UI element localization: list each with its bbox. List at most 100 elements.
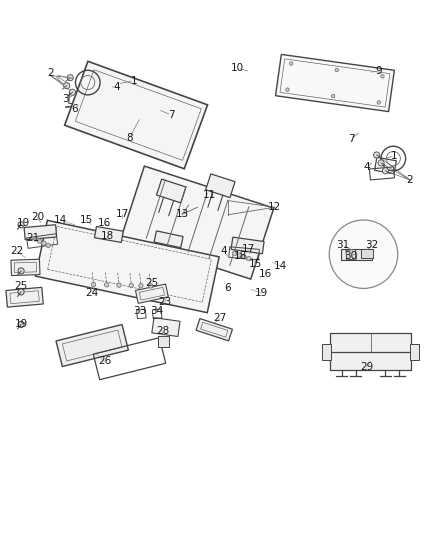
Polygon shape	[64, 61, 207, 169]
Text: 25: 25	[145, 278, 158, 288]
Text: 6: 6	[71, 104, 78, 115]
Circle shape	[328, 220, 397, 288]
Polygon shape	[94, 227, 123, 243]
Polygon shape	[329, 352, 410, 370]
Text: 24: 24	[85, 288, 99, 298]
Polygon shape	[6, 287, 43, 307]
Text: 28: 28	[155, 327, 169, 336]
Text: 29: 29	[359, 361, 372, 372]
Circle shape	[148, 284, 152, 288]
Circle shape	[334, 68, 338, 72]
Text: 1: 1	[130, 76, 137, 86]
Text: 4: 4	[220, 246, 227, 256]
Text: 33: 33	[133, 306, 146, 316]
Text: 14: 14	[273, 261, 286, 271]
Circle shape	[138, 284, 143, 288]
Polygon shape	[329, 333, 410, 356]
Text: 14: 14	[54, 214, 67, 224]
Circle shape	[18, 268, 24, 274]
Circle shape	[285, 88, 289, 91]
Polygon shape	[24, 225, 57, 240]
Polygon shape	[11, 259, 40, 276]
Circle shape	[34, 237, 38, 241]
Text: 15: 15	[248, 259, 261, 269]
Polygon shape	[340, 248, 371, 260]
Text: 1: 1	[390, 151, 397, 161]
Circle shape	[69, 89, 75, 95]
Circle shape	[104, 282, 109, 287]
Text: 25: 25	[14, 281, 28, 291]
Circle shape	[64, 83, 70, 88]
Text: 2: 2	[406, 175, 413, 184]
Polygon shape	[135, 284, 168, 303]
Text: 7: 7	[167, 110, 174, 120]
Text: 9: 9	[374, 66, 381, 76]
Text: 23: 23	[158, 297, 171, 306]
Circle shape	[18, 289, 24, 295]
Text: 18: 18	[233, 251, 247, 261]
Polygon shape	[275, 54, 393, 111]
Text: 17: 17	[241, 244, 254, 254]
Circle shape	[289, 62, 292, 66]
Polygon shape	[345, 249, 356, 260]
Text: 30: 30	[343, 251, 356, 261]
Text: 10: 10	[230, 63, 243, 73]
Text: 21: 21	[26, 232, 39, 243]
Text: 19: 19	[254, 288, 268, 298]
Text: 20: 20	[31, 212, 44, 222]
Polygon shape	[321, 344, 331, 360]
Circle shape	[241, 255, 246, 259]
Text: 4: 4	[363, 162, 370, 172]
Text: 11: 11	[203, 190, 216, 200]
Circle shape	[237, 253, 241, 257]
Circle shape	[117, 283, 121, 287]
Circle shape	[46, 243, 50, 248]
Text: 3: 3	[62, 94, 69, 104]
Circle shape	[373, 152, 379, 158]
Circle shape	[18, 222, 24, 228]
Text: 12: 12	[268, 202, 281, 212]
Text: 7: 7	[347, 134, 354, 144]
Text: 13: 13	[175, 209, 188, 219]
Circle shape	[381, 168, 388, 174]
Text: 6: 6	[223, 284, 230, 294]
Text: 31: 31	[335, 240, 348, 251]
Polygon shape	[35, 220, 219, 313]
Circle shape	[232, 251, 236, 255]
Polygon shape	[205, 174, 234, 198]
Circle shape	[129, 283, 133, 288]
Text: 17: 17	[116, 209, 129, 219]
Polygon shape	[230, 237, 264, 254]
Text: 19: 19	[14, 319, 28, 329]
Circle shape	[42, 241, 46, 245]
Text: 4: 4	[113, 82, 120, 92]
Polygon shape	[360, 249, 372, 258]
Text: 32: 32	[365, 240, 378, 251]
Circle shape	[380, 75, 383, 78]
Circle shape	[37, 239, 42, 243]
Circle shape	[377, 160, 383, 166]
Circle shape	[246, 256, 251, 261]
Polygon shape	[196, 319, 232, 341]
Polygon shape	[409, 344, 418, 360]
Polygon shape	[154, 231, 183, 248]
Circle shape	[67, 75, 73, 81]
Text: 34: 34	[150, 306, 163, 316]
Text: 27: 27	[212, 313, 226, 324]
Polygon shape	[152, 318, 180, 336]
Text: 26: 26	[98, 356, 111, 366]
Text: 16: 16	[258, 269, 271, 279]
Text: 8: 8	[126, 133, 133, 143]
Circle shape	[376, 101, 380, 104]
Circle shape	[91, 282, 95, 287]
Circle shape	[331, 94, 334, 98]
Polygon shape	[121, 166, 273, 279]
Polygon shape	[156, 179, 185, 203]
Polygon shape	[56, 325, 128, 367]
Text: 16: 16	[98, 219, 111, 229]
Text: 15: 15	[79, 214, 92, 224]
Text: 19: 19	[17, 219, 30, 229]
Text: 22: 22	[10, 246, 23, 256]
Text: 18: 18	[100, 231, 113, 241]
Polygon shape	[158, 336, 168, 346]
